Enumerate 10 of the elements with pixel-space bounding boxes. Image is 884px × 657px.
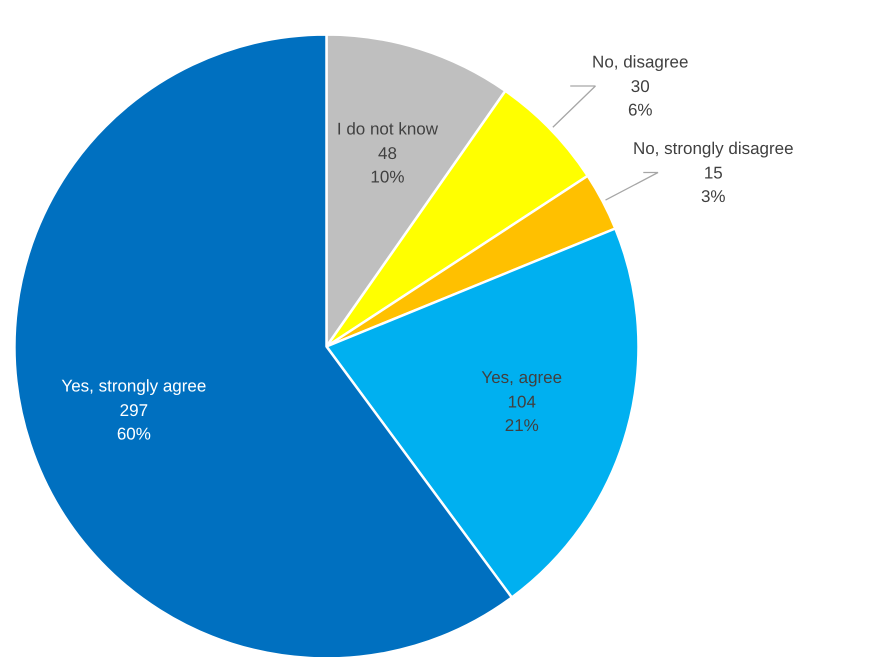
data-label: 104 21% [504,392,539,435]
slice-label: I do not know [336,120,439,139]
data-label: 297 60% [116,400,151,444]
data-label: 30 6% [628,77,653,120]
data-label: 48 10% [370,144,404,187]
slice-label: No, strongly disagree [632,139,794,158]
slice-label: Yes, strongly agree [61,376,206,396]
slice-label: Yes, agree [481,368,562,387]
slice-label: No, disagree [592,52,688,72]
data-label: 15 3% [700,164,726,206]
